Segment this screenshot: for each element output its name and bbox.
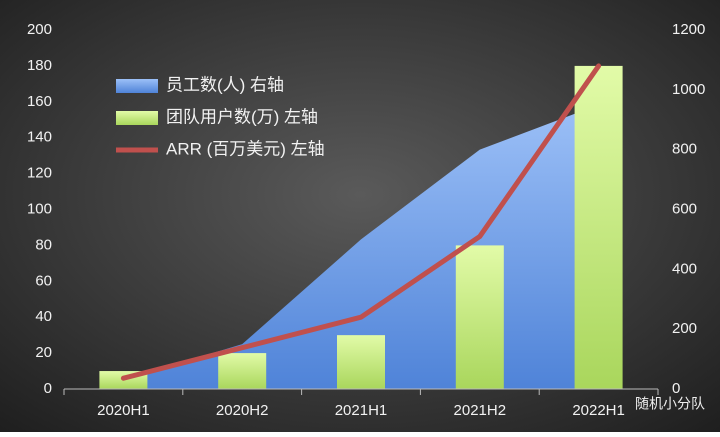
bar [337, 335, 385, 389]
y-tick-label: 60 [35, 272, 52, 289]
y2-tick-label: 1200 [672, 21, 705, 38]
legend-swatch [116, 79, 158, 93]
x-tick-label: 2020H1 [97, 402, 150, 419]
y-tick-label: 140 [27, 129, 52, 146]
bar [218, 353, 267, 389]
legend-label: ARR (百万美元) 左轴 [166, 139, 325, 158]
y2-tick-label: 200 [672, 320, 697, 337]
y-tick-label: 120 [27, 165, 52, 182]
y2-tick-label: 800 [672, 141, 697, 158]
y-tick-label: 40 [35, 308, 52, 325]
y-tick-label: 0 [44, 380, 52, 397]
legend-swatch [116, 111, 158, 125]
line [120, 63, 602, 381]
y-tick-label: 80 [35, 236, 52, 253]
y2-tick-label: 400 [672, 260, 697, 277]
bar [574, 65, 623, 390]
x-tick-label: 2021H1 [335, 402, 388, 419]
x-tick-label: 2020H2 [216, 402, 269, 419]
watermark: 随机小分队 [635, 396, 705, 412]
y-tick-label: 180 [27, 57, 52, 74]
y2-tick-label: 0 [672, 380, 680, 397]
y-tick-label: 100 [27, 200, 52, 217]
legend-label: 团队用户数(万) 左轴 [166, 107, 318, 126]
legend-label: 员工数(人) 右轴 [166, 75, 284, 94]
y-tick-label: 160 [27, 93, 52, 110]
y2-tick-label: 600 [672, 200, 697, 217]
x-tick-label: 2021H2 [454, 402, 507, 419]
y-tick-label: 200 [27, 21, 52, 38]
x-tick-label: 2022H1 [572, 402, 625, 419]
bar [455, 245, 504, 389]
y2-tick-label: 1000 [672, 81, 705, 98]
y-tick-label: 20 [35, 344, 52, 361]
